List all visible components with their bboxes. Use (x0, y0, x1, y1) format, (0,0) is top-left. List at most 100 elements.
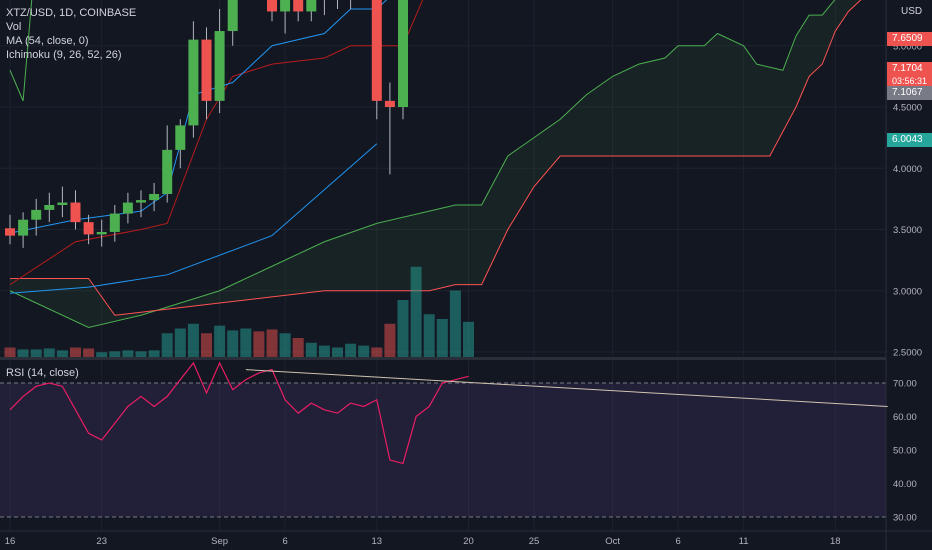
rsi-line (9, 361, 469, 465)
volume-bar (292, 338, 304, 357)
legend-vol[interactable]: Vol (6, 21, 22, 33)
candle-body (83, 222, 94, 235)
volume-bar (201, 333, 212, 357)
candle-body (57, 202, 68, 205)
ichimoku-span-b (10, 0, 862, 316)
candle-body (31, 209, 42, 220)
volume-bar (17, 349, 29, 357)
candle-body (136, 200, 146, 203)
countdown-tag: 03:56:31 (887, 74, 932, 88)
candle-body (371, 0, 382, 101)
candle-body (96, 231, 107, 235)
volume-bar (56, 350, 68, 357)
pane-separator (0, 357, 886, 360)
legend-ichimoku[interactable]: Ichimoku (9, 26, 52, 26) (6, 49, 122, 61)
time-axis-label: Oct (605, 536, 620, 547)
volume-bar (70, 347, 81, 357)
tenkan-line (9, 0, 388, 234)
candle-body (175, 125, 186, 150)
volume-bar (436, 319, 448, 357)
rsi-trendline (245, 369, 888, 407)
candle-body (70, 202, 81, 223)
rsi-axis-label: 60.00 (893, 412, 917, 423)
price-axis-label: 5.0000 (893, 41, 922, 52)
volume-bar (214, 325, 226, 357)
candle-body (293, 0, 304, 12)
volume-bar (161, 333, 173, 357)
rsi-band (0, 383, 886, 517)
entry-price-tag: 7.1067 (887, 86, 932, 100)
kijun-line (9, 0, 424, 286)
volume-bar (83, 348, 95, 357)
volume-bar (30, 349, 42, 357)
candle-body (122, 202, 133, 214)
price-axis-label: 4.0000 (893, 164, 922, 175)
rsi-axis-label: 50.00 (893, 446, 917, 457)
symbol-title[interactable]: XTZ/USD, 1D, COINBASE (6, 7, 137, 19)
volume-bar (332, 347, 343, 357)
volume-bar (371, 347, 383, 357)
chikou-line (9, 0, 33, 102)
time-axis-label: 6 (282, 536, 287, 547)
currency-label: USD (901, 6, 923, 17)
last-price-tag: 7.1704 (887, 62, 932, 76)
volume-bar (345, 343, 357, 357)
candle-body (306, 0, 317, 12)
volume-bar (266, 329, 278, 357)
time-axis-label: 6 (675, 536, 680, 547)
ma-54-line (9, 143, 378, 294)
volume-bar (423, 314, 435, 357)
price-axis-label: 3.0000 (893, 286, 922, 297)
ichimoku-cloud (10, 0, 861, 328)
price-axis-label: 4.5000 (893, 103, 922, 114)
stop-price-tag: 7.6509 (887, 32, 932, 46)
volume-bar (148, 350, 160, 357)
candle-body (398, 0, 408, 107)
volume-bar (463, 321, 474, 357)
time-axis-label: 11 (739, 536, 749, 547)
volume-bar (187, 323, 199, 357)
candle-body (109, 213, 120, 232)
volume-bar (279, 333, 291, 357)
candle-body (149, 193, 160, 201)
price-axis-label: 2.5000 (893, 348, 922, 359)
rsi-axis-label: 40.00 (893, 479, 917, 490)
volume-bar (318, 345, 330, 357)
volume-bar (96, 352, 108, 357)
ichimoku-span-a (9, 0, 836, 329)
legend-rsi[interactable]: RSI (14, close) (6, 367, 79, 379)
volume-bar (305, 342, 317, 357)
candle-body (280, 0, 291, 12)
volume-bar (240, 328, 252, 357)
volume-bar (384, 323, 396, 357)
volume-bar (253, 331, 265, 357)
rsi-axis-label: 70.00 (893, 379, 917, 390)
candle-body (267, 0, 277, 12)
candle-body (201, 39, 212, 101)
price-axis-label: 3.5000 (893, 225, 922, 236)
volume-bar (174, 328, 186, 357)
candle-body (162, 149, 173, 194)
candle-body (188, 39, 199, 126)
volume-bar (358, 345, 370, 357)
volume-bar (109, 351, 121, 357)
time-axis-label: 18 (830, 536, 841, 547)
volume-bar (227, 330, 239, 357)
time-axis-label: 16 (5, 536, 16, 547)
candle-body (5, 228, 15, 236)
volume-bar (4, 347, 16, 357)
time-axis-label: 25 (529, 536, 540, 547)
legend-ma[interactable]: MA (54, close, 0) (6, 35, 89, 47)
time-axis-label: 13 (372, 536, 383, 547)
time-axis-label: Sep (211, 536, 228, 547)
candle-body (227, 0, 238, 32)
target-price-tag: 6.0043 (887, 133, 932, 147)
candle-body (214, 31, 225, 101)
volume-bar (449, 290, 461, 357)
volume-bar (135, 351, 147, 357)
candle-body (44, 205, 55, 210)
candle-body (18, 219, 29, 236)
candle-body (384, 100, 395, 107)
